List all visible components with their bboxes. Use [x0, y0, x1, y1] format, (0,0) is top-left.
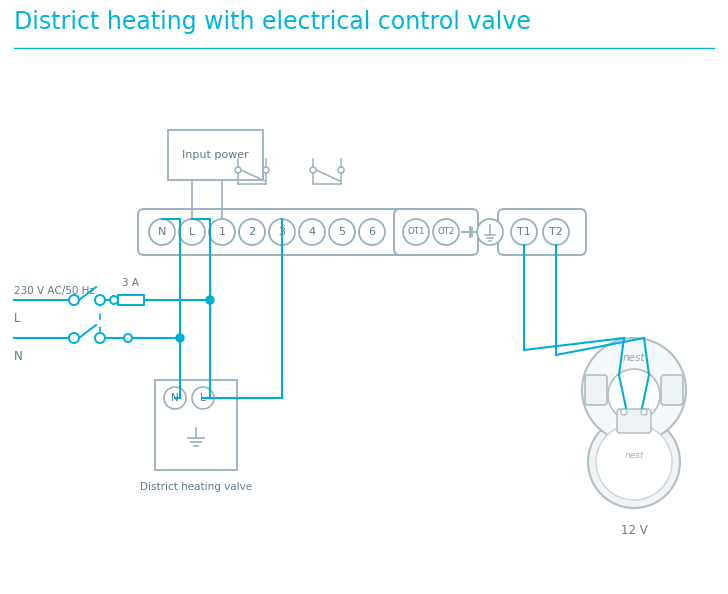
Circle shape: [206, 296, 214, 304]
Circle shape: [69, 333, 79, 343]
Circle shape: [543, 219, 569, 245]
Text: 6: 6: [368, 227, 376, 237]
Circle shape: [433, 219, 459, 245]
Circle shape: [299, 219, 325, 245]
Text: 12 V: 12 V: [621, 524, 647, 537]
Circle shape: [124, 334, 132, 342]
Circle shape: [329, 219, 355, 245]
FancyBboxPatch shape: [661, 375, 683, 405]
FancyBboxPatch shape: [617, 409, 651, 433]
Circle shape: [239, 219, 265, 245]
Text: Input power: Input power: [182, 150, 249, 160]
Circle shape: [110, 296, 118, 304]
Circle shape: [69, 295, 79, 305]
Bar: [168, 130, 263, 180]
Text: nest: nest: [624, 451, 644, 460]
Circle shape: [176, 334, 184, 342]
Circle shape: [511, 219, 537, 245]
FancyBboxPatch shape: [138, 209, 418, 255]
Circle shape: [310, 167, 316, 173]
Text: L: L: [200, 393, 206, 403]
Text: OT2: OT2: [438, 228, 455, 236]
Text: T1: T1: [517, 227, 531, 237]
Text: N: N: [158, 227, 166, 237]
Circle shape: [338, 167, 344, 173]
Circle shape: [596, 424, 672, 500]
Circle shape: [179, 219, 205, 245]
Circle shape: [263, 167, 269, 173]
Text: 5: 5: [339, 227, 346, 237]
Circle shape: [588, 416, 680, 508]
Text: 230 V AC/50 Hz: 230 V AC/50 Hz: [14, 286, 95, 296]
Circle shape: [192, 387, 214, 409]
Bar: [118, 295, 144, 305]
FancyBboxPatch shape: [394, 209, 478, 255]
Text: OT1: OT1: [407, 228, 424, 236]
Text: 4: 4: [309, 227, 315, 237]
Circle shape: [269, 219, 295, 245]
Text: 1: 1: [218, 227, 226, 237]
Text: 2: 2: [248, 227, 256, 237]
Circle shape: [95, 295, 105, 305]
Circle shape: [403, 219, 429, 245]
Text: 3: 3: [279, 227, 285, 237]
Bar: [155, 380, 237, 470]
Text: 3 A: 3 A: [122, 278, 138, 288]
FancyBboxPatch shape: [585, 375, 607, 405]
Circle shape: [621, 409, 627, 415]
Circle shape: [608, 369, 660, 421]
Circle shape: [641, 409, 647, 415]
Text: N: N: [171, 393, 179, 403]
Text: District heating valve: District heating valve: [140, 482, 252, 492]
Circle shape: [477, 219, 503, 245]
Circle shape: [235, 167, 241, 173]
Circle shape: [582, 338, 686, 442]
Circle shape: [359, 219, 385, 245]
Text: T2: T2: [549, 227, 563, 237]
Text: nest: nest: [622, 353, 645, 363]
Circle shape: [149, 219, 175, 245]
Circle shape: [164, 387, 186, 409]
Text: L: L: [14, 312, 20, 325]
Circle shape: [209, 219, 235, 245]
Text: L: L: [189, 227, 195, 237]
FancyBboxPatch shape: [498, 209, 586, 255]
Text: N: N: [14, 350, 23, 363]
Text: District heating with electrical control valve: District heating with electrical control…: [14, 10, 531, 34]
Circle shape: [95, 333, 105, 343]
